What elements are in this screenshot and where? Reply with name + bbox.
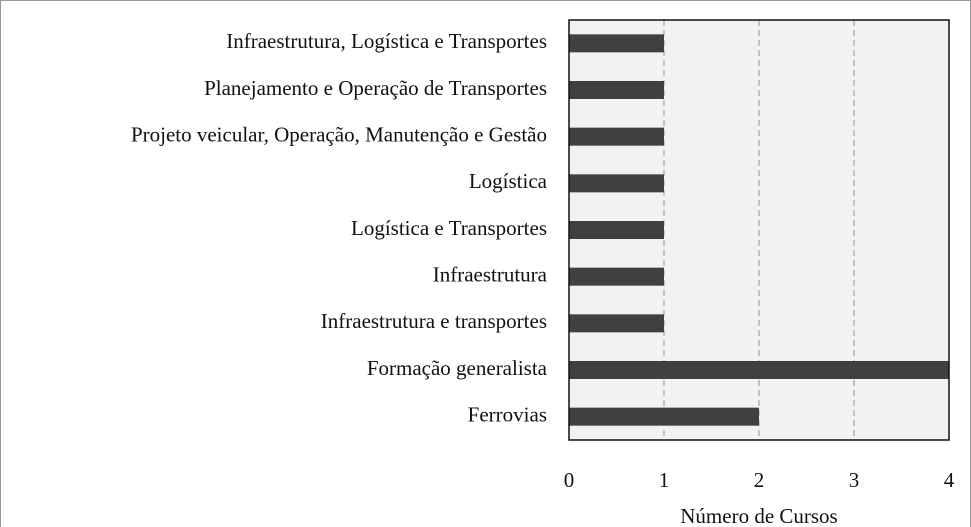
bar [569, 174, 664, 193]
y-tick-label: Formação generalista [367, 356, 548, 380]
bar [569, 34, 664, 53]
x-tick-label: 2 [754, 468, 765, 492]
bar [569, 407, 759, 426]
y-tick-label: Infraestrutura, Logística e Transportes [226, 29, 547, 53]
bar [569, 314, 664, 333]
y-tick-label: Ferrovias [468, 402, 547, 426]
bar [569, 221, 664, 239]
y-tick-label: Projeto veicular, Operação, Manutenção e… [131, 122, 547, 146]
x-tick-label: 4 [944, 468, 955, 492]
bar [569, 267, 664, 286]
bar [569, 361, 949, 379]
bar [569, 81, 664, 99]
plot-border [568, 19, 950, 441]
x-tick-label: 0 [564, 468, 575, 492]
y-tick-label: Planejamento e Operação de Transportes [204, 76, 547, 100]
y-tick-label: Infraestrutura [433, 262, 548, 286]
bar [569, 127, 664, 146]
y-tick-label: Infraestrutura e transportes [321, 309, 547, 333]
y-tick-label: Logística [469, 169, 548, 193]
y-tick-label: Logística e Transportes [351, 216, 547, 240]
x-tick-label: 1 [659, 468, 670, 492]
x-tick-label: 3 [849, 468, 860, 492]
x-axis-label: Número de Cursos [680, 504, 837, 527]
